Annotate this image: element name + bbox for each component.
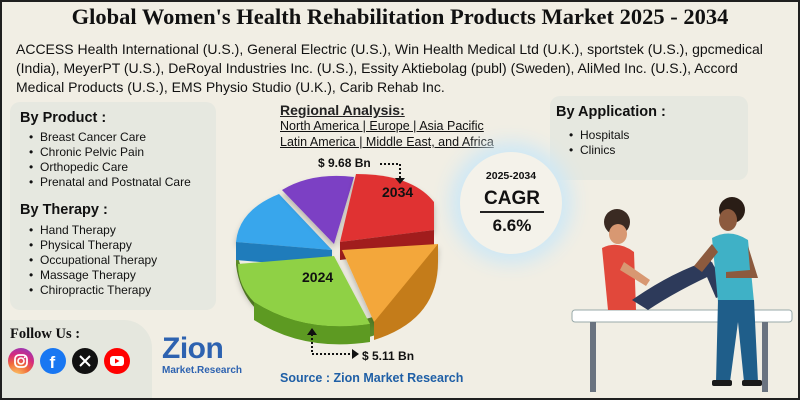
list-item: Prenatal and Postnatal Care [26, 175, 191, 190]
pie-slice-red [340, 174, 434, 242]
list-item: Hand Therapy [26, 223, 157, 238]
list-item: Hospitals [566, 128, 629, 143]
therapy-illustration [571, 197, 793, 392]
brand-logo-sub: Market.Research [162, 365, 243, 376]
page-title: Global Women's Health Rehabilitation Pro… [71, 4, 729, 29]
instagram-icon[interactable] [8, 348, 34, 374]
list-item: Occupational Therapy [26, 253, 157, 268]
list-item: Chronic Pelvic Pain [26, 145, 191, 160]
cagr-value: 6.6% [492, 216, 532, 235]
pie-slice-orange [342, 244, 438, 322]
list-item: Orthopedic Care [26, 160, 191, 175]
pie-label-2024: 2024 [302, 269, 333, 285]
list-item: Chiropractic Therapy [26, 283, 157, 298]
by-application-list: Hospitals Clinics [566, 128, 629, 158]
regional-line-2: Latin America | Middle East, and Africa [280, 135, 494, 149]
companies-list: ACCESS Health International (U.S.), Gene… [16, 41, 763, 95]
pie-slice-green [238, 256, 370, 327]
cagr-divider [480, 211, 544, 213]
cagr-badge [460, 152, 562, 254]
list-item: Clinics [566, 143, 629, 158]
regional-line-1: North America | Europe | Asia Pacific [280, 119, 484, 133]
cagr-label: CAGR [484, 188, 540, 209]
pie-slice-purple [282, 175, 354, 244]
value-2024-callout: $ 5.11 Bn [362, 349, 415, 363]
facebook-icon[interactable]: f [40, 348, 66, 374]
x-icon[interactable] [72, 348, 98, 374]
svg-text:f: f [50, 353, 56, 372]
list-item: Breast Cancer Care [26, 130, 191, 145]
callout-arrow-2034 [380, 163, 405, 184]
list-item: Massage Therapy [26, 268, 157, 283]
cagr-years: 2025-2034 [485, 170, 537, 182]
pie-slice-green-side [254, 302, 370, 345]
by-therapy-title: By Therapy : [20, 202, 108, 218]
pie-label-2034: 2034 [382, 184, 413, 200]
by-therapy-list: Hand Therapy Physical Therapy Occupation… [26, 223, 157, 298]
by-product-title: By Product : [20, 110, 107, 126]
follow-label: Follow Us : [10, 326, 81, 342]
list-item: Physical Therapy [26, 238, 157, 253]
callout-arrow-2024 [307, 328, 359, 359]
by-application-title: By Application : [556, 104, 666, 120]
pie-slice-blue [236, 194, 332, 250]
value-2034-callout: $ 9.68 Bn [318, 156, 371, 170]
by-product-list: Breast Cancer Care Chronic Pelvic Pain O… [26, 130, 191, 190]
brand-logo-word: Zion [162, 332, 224, 365]
pie-slice-orange-side [374, 244, 438, 340]
youtube-icon[interactable] [104, 348, 130, 374]
market-pie-chart: 2034 2024 [236, 174, 438, 345]
source-note: Source : Zion Market Research [280, 371, 464, 385]
regional-title: Regional Analysis: [280, 102, 405, 118]
